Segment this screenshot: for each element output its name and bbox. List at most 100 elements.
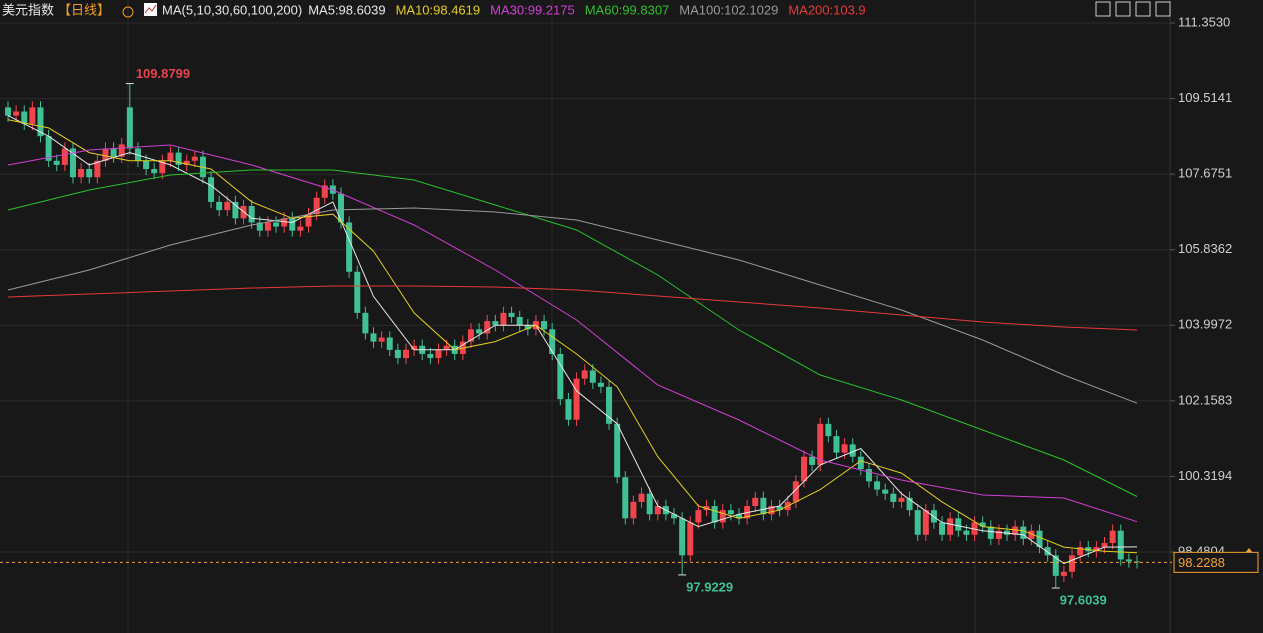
candle-body xyxy=(467,329,474,342)
candle-body xyxy=(435,349,442,359)
candle-body xyxy=(792,481,799,502)
y-tick-label: 109.5141 xyxy=(1178,90,1232,105)
candle-body xyxy=(175,152,182,165)
candle-body xyxy=(256,222,263,231)
candle-body xyxy=(411,345,418,350)
candle-body xyxy=(476,329,483,334)
candle-body xyxy=(1117,530,1124,560)
candle-body xyxy=(1077,547,1084,556)
candle-body xyxy=(1060,571,1067,576)
candle-body xyxy=(321,185,328,198)
tool-button[interactable] xyxy=(1095,1,1111,17)
candle-body xyxy=(167,152,174,161)
candle-body xyxy=(500,312,507,326)
period-label[interactable]: 【日线】 xyxy=(58,2,110,17)
candle-body xyxy=(630,501,637,519)
ma-line xyxy=(7,285,1138,331)
candle-body xyxy=(29,107,36,124)
candle-body xyxy=(94,160,101,178)
candle-body xyxy=(53,160,60,165)
y-tick-label: 103.9972 xyxy=(1178,317,1232,332)
candle-body xyxy=(443,345,450,350)
candle-body xyxy=(208,177,215,202)
candle-body xyxy=(516,316,523,326)
legend-entry: MA30:99.2175 xyxy=(490,2,575,17)
candle-body xyxy=(736,514,743,519)
indicator-icon-line xyxy=(144,4,157,14)
candle-body xyxy=(492,321,499,326)
candle-body xyxy=(979,522,986,527)
ma-line xyxy=(7,119,1138,554)
y-tick-label: 105.8362 xyxy=(1178,241,1232,256)
candle-body xyxy=(5,107,11,116)
legend-entry: MA200:103.9 xyxy=(788,2,865,17)
add-icon[interactable] xyxy=(122,6,134,18)
candle-body xyxy=(622,477,629,519)
candle-body xyxy=(963,530,970,535)
candle-body xyxy=(939,522,946,535)
candle-body xyxy=(338,193,345,223)
candle-body xyxy=(874,481,881,490)
candle-body xyxy=(906,497,913,511)
y-tick-label: 102.1583 xyxy=(1178,392,1232,407)
candle-body xyxy=(394,349,401,359)
tool-button[interactable] xyxy=(1115,1,1131,17)
candle-body xyxy=(687,522,694,556)
ma-label: MA(5,10,30,60,100,200) xyxy=(162,2,302,17)
candle-body xyxy=(346,222,353,272)
candle-body xyxy=(955,518,962,531)
candle-body xyxy=(362,312,369,334)
candle-body xyxy=(841,444,848,453)
candle-body xyxy=(914,510,921,535)
candle-body xyxy=(216,201,223,211)
candle-body xyxy=(987,526,994,539)
candle-body xyxy=(370,333,377,342)
candle-body xyxy=(69,148,76,178)
candle-body xyxy=(143,160,150,170)
candle-body xyxy=(264,222,271,231)
candle-body xyxy=(817,423,824,465)
candle-body xyxy=(232,201,239,219)
candle-body xyxy=(727,510,734,515)
candle-body xyxy=(614,423,621,478)
candle-body xyxy=(581,370,588,379)
candle-body xyxy=(646,493,653,515)
last-price-label: 98.2288 xyxy=(1178,555,1225,570)
toolbar[interactable] xyxy=(1095,1,1171,17)
candle-body xyxy=(289,218,296,231)
candle-body xyxy=(524,325,531,330)
candle-body xyxy=(549,329,556,354)
candle-body xyxy=(898,497,905,502)
low-annotation: 97.6039 xyxy=(1060,592,1107,607)
tool-button[interactable] xyxy=(1155,1,1171,17)
candle-body xyxy=(110,148,117,157)
candle-body xyxy=(671,514,678,519)
candle-body xyxy=(484,321,491,334)
candle-body xyxy=(183,160,190,165)
candle-body xyxy=(13,111,20,116)
legend-entry: MA100:102.1029 xyxy=(679,2,778,17)
candle-body xyxy=(800,456,807,482)
candle-body xyxy=(768,506,775,515)
tool-button[interactable] xyxy=(1135,1,1151,17)
candle-body xyxy=(21,111,28,124)
candle-body xyxy=(1069,555,1076,572)
candle-body xyxy=(61,148,68,165)
candle-body xyxy=(719,510,726,523)
candle-body xyxy=(573,378,580,420)
candle-body xyxy=(825,423,832,437)
candle-body xyxy=(1052,555,1059,576)
candle-body xyxy=(151,169,158,174)
candle-body xyxy=(508,312,515,317)
candle-body xyxy=(557,353,564,400)
legend-entry: MA60:99.8307 xyxy=(585,2,670,17)
candle-body xyxy=(1028,530,1035,539)
candle-body xyxy=(849,444,856,457)
candle-body xyxy=(126,107,133,149)
candle-body xyxy=(809,456,816,465)
candle-body xyxy=(1134,561,1140,563)
candle-body xyxy=(1020,526,1027,539)
ma-line xyxy=(7,115,1138,565)
candle-body xyxy=(281,218,288,227)
candle-body xyxy=(248,206,255,223)
